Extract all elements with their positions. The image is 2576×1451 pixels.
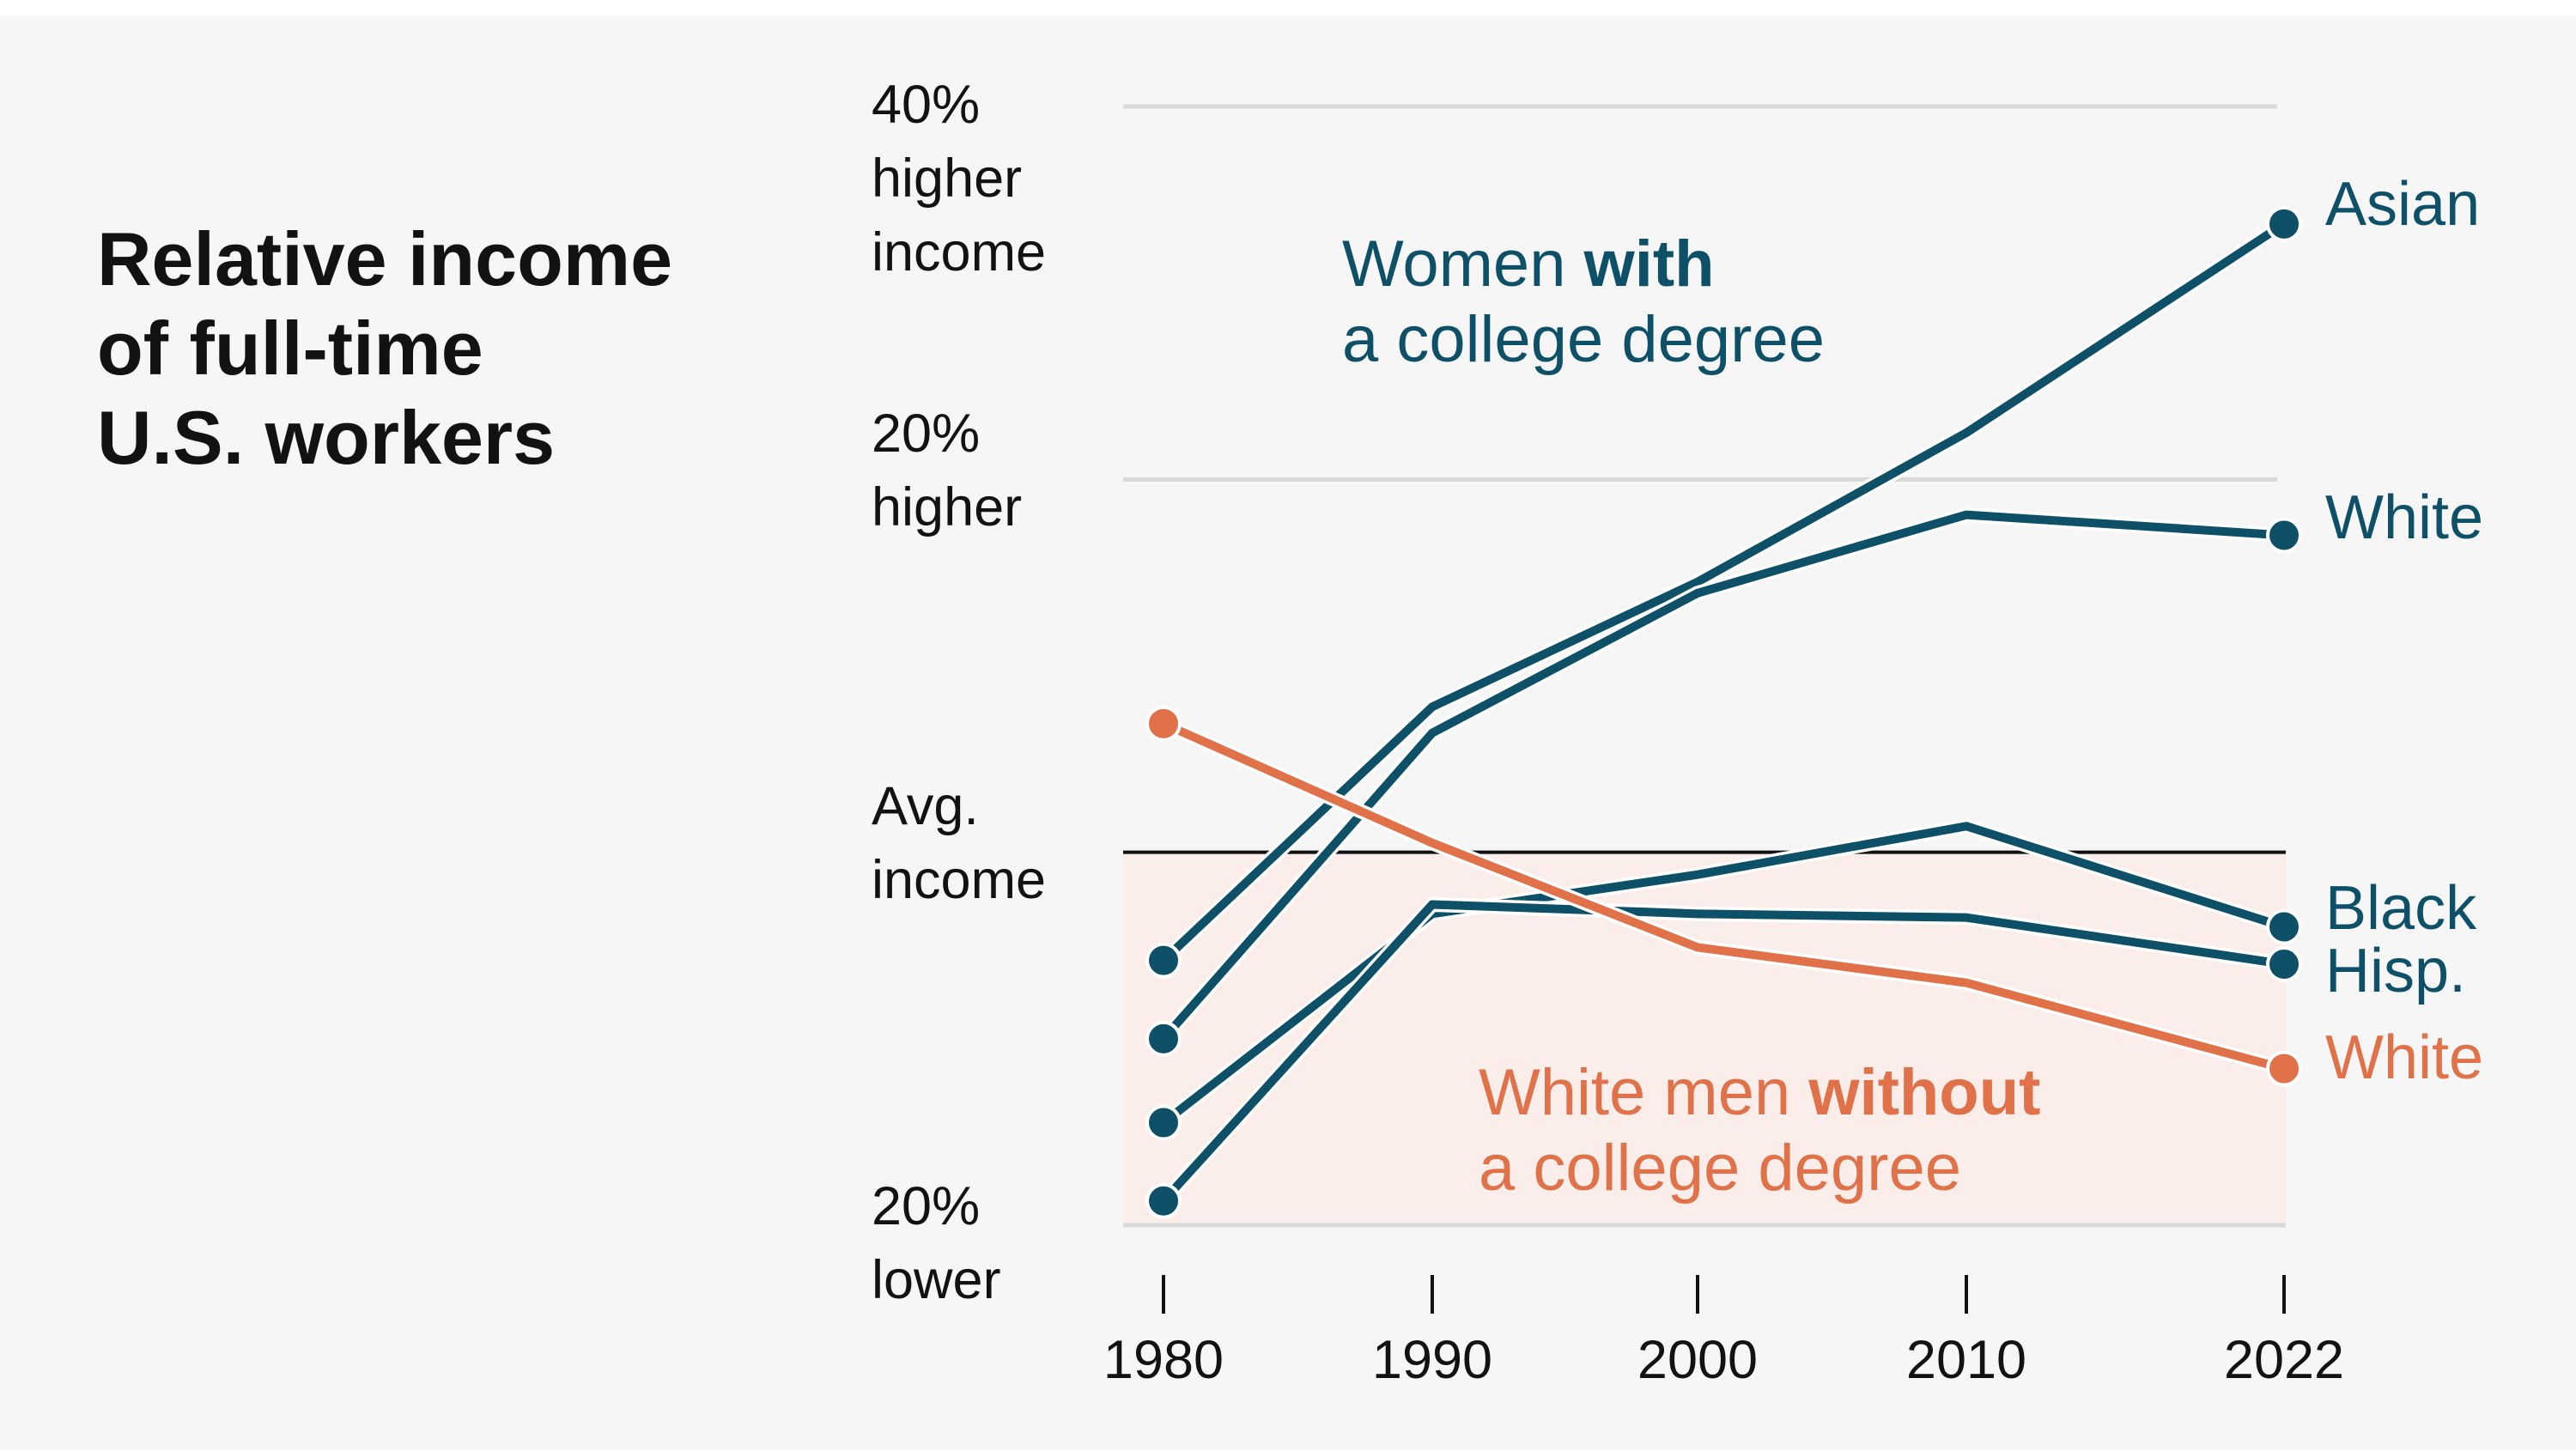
series-point-women-hisp--1980 bbox=[1145, 1182, 1182, 1219]
x-tick-label-1990: 1990 bbox=[1372, 1330, 1492, 1390]
y-axis-label-line: income bbox=[872, 222, 1046, 282]
y-axis-label-line: Avg. bbox=[872, 776, 979, 836]
series-point-women-black-2022 bbox=[2266, 908, 2302, 945]
y-axis-label-20: 20% higher bbox=[872, 404, 1022, 537]
series-point-men-white-2022 bbox=[2266, 1050, 2302, 1087]
series-point-women-asian-2022 bbox=[2266, 205, 2302, 242]
y-axis-label-line: 20% bbox=[872, 1176, 980, 1236]
series-point-women-asian-1980 bbox=[1145, 942, 1182, 979]
y-axis-label-neg20: 20% lower bbox=[872, 1176, 1001, 1310]
y-axis-label-line: 40% bbox=[872, 75, 980, 135]
series-line-men-white bbox=[1161, 719, 2286, 1073]
series-label-women-black: Black bbox=[2325, 874, 2477, 943]
series-line-women-white bbox=[1160, 510, 2285, 1042]
series-label-women-asian: Asian bbox=[2325, 170, 2480, 239]
x-tick-label-2000: 2000 bbox=[1637, 1330, 1758, 1390]
group-label-emphasis: without bbox=[1807, 1056, 2040, 1129]
group-label-emphasis: with bbox=[1583, 228, 1715, 301]
series-line-women-black bbox=[1160, 822, 2286, 1126]
y-axis-labels: 40% higher income 20% higher Avg. income 20% low… bbox=[872, 75, 1046, 1310]
y-axis-label-line: 20% bbox=[872, 404, 980, 464]
series-point-women-white-2022 bbox=[2266, 517, 2302, 554]
title-line-1: Relative income bbox=[97, 216, 673, 301]
title-line-3: U.S. workers bbox=[97, 395, 556, 480]
group-label-normal: White men bbox=[1479, 1056, 1808, 1129]
series-line-women-hisp- bbox=[1160, 900, 2285, 1205]
chart-title: Relative income of full-time U.S. worker… bbox=[97, 215, 784, 483]
series-point-women-black-1980 bbox=[1145, 1104, 1182, 1141]
group-label-men: White men without bbox=[1479, 1056, 2040, 1129]
y-axis-label-line: lower bbox=[872, 1250, 1001, 1310]
x-tick-label-1980: 1980 bbox=[1103, 1330, 1224, 1390]
y-axis-label-40: 40% higher income bbox=[872, 75, 1046, 282]
group-label-normal: Women bbox=[1342, 228, 1584, 301]
x-axis: 1980 1990 2000 2010 2022 bbox=[1103, 1275, 2344, 1390]
x-tick-label-2010: 2010 bbox=[1906, 1330, 2026, 1390]
group-label-men-line2: a college degree bbox=[1479, 1132, 1961, 1205]
series-point-men-white-1980 bbox=[1145, 705, 1182, 742]
group-label-women: Women with bbox=[1342, 228, 1715, 301]
y-axis-label-0: Avg. income bbox=[872, 776, 1046, 910]
series-point-women-white-1980 bbox=[1145, 1020, 1182, 1057]
series-label-women-hisp-: Hisp. bbox=[2325, 937, 2466, 1005]
gridlines bbox=[1123, 104, 2286, 1228]
series-points bbox=[1145, 205, 2302, 1219]
y-axis-label-line: income bbox=[872, 850, 1046, 910]
series-line-women-asian bbox=[1160, 220, 2287, 964]
series-lines bbox=[1157, 217, 2288, 1206]
series-point-women-hisp--2022 bbox=[2266, 945, 2302, 982]
series-label-men-white: White bbox=[2325, 1023, 2483, 1092]
y-axis-label-line: higher bbox=[872, 149, 1022, 209]
series-label-women-white: White bbox=[2325, 483, 2483, 552]
title-line-2: of full-time bbox=[97, 306, 483, 391]
group-label-women-line2: a college degree bbox=[1342, 303, 1825, 376]
x-tick-label-2022: 2022 bbox=[2224, 1330, 2344, 1390]
y-axis-label-line: higher bbox=[872, 477, 1022, 537]
